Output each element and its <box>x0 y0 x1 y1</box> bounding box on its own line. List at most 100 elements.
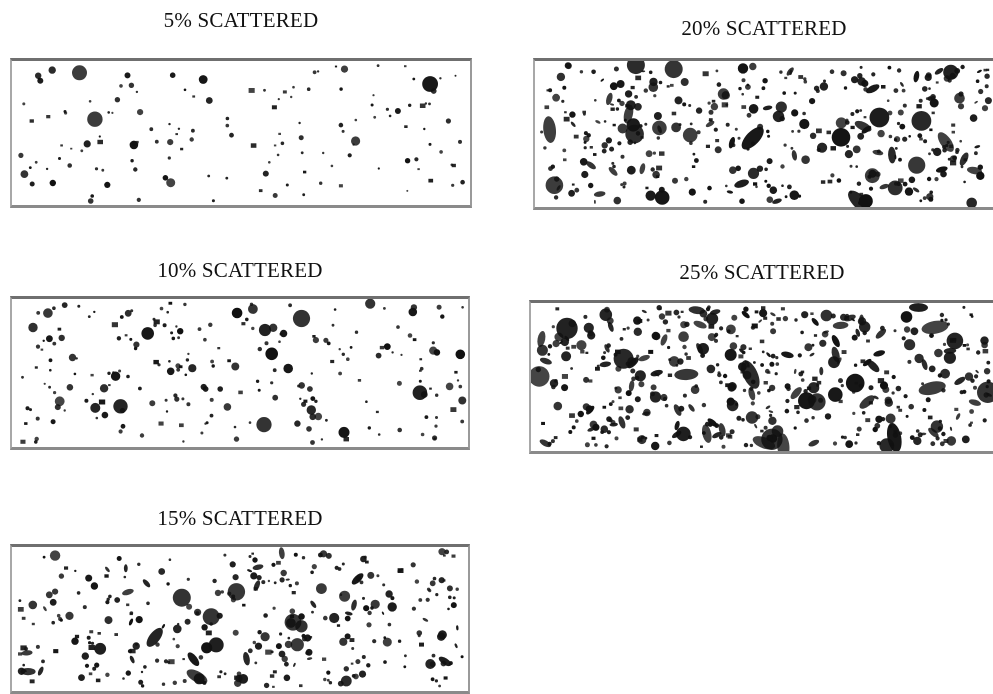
scatter-dot <box>306 426 312 432</box>
scatter-dot <box>424 102 428 105</box>
scatter-dot <box>350 662 354 665</box>
scatter-dot <box>737 136 741 140</box>
scatter-dot <box>231 362 240 371</box>
scatter-dot <box>377 433 381 436</box>
scatter-dot <box>940 170 947 178</box>
scatter-dot <box>588 379 593 383</box>
scatter-dot <box>610 107 615 111</box>
scatter-dot <box>108 594 112 599</box>
scatter-dot <box>891 374 896 380</box>
scatter-dot <box>418 598 423 602</box>
scatter-dot <box>95 416 99 420</box>
scatter-dot <box>311 564 317 570</box>
scatter-dot <box>188 364 197 373</box>
scatter-dot <box>450 163 454 167</box>
scatter-dot <box>425 597 430 602</box>
scatter-dot <box>673 404 682 416</box>
scatter-dot <box>180 147 184 151</box>
scatter-dot <box>120 423 126 429</box>
scatter-dot <box>922 196 927 201</box>
scatter-dot <box>645 190 656 201</box>
scatter-dot <box>94 167 99 171</box>
scatter-dot <box>84 398 89 403</box>
scatter-dot <box>828 387 843 402</box>
scatter-dot <box>390 596 395 601</box>
scatter-dot <box>448 595 452 600</box>
scatter-dot <box>71 637 79 645</box>
scatter-dot <box>648 349 654 354</box>
scatter-dot <box>954 68 961 74</box>
scatter-dot <box>18 152 24 158</box>
scatter-dot <box>404 65 407 68</box>
scatter-dot <box>575 419 579 423</box>
scatter-dot <box>813 334 818 337</box>
scatter-dot <box>82 605 87 610</box>
scatter-dot <box>278 340 281 343</box>
scatter-dot <box>887 110 893 116</box>
scatter-dot <box>273 144 277 147</box>
scatter-dot <box>248 304 258 314</box>
scatter-dot <box>187 652 200 666</box>
scatter-dot <box>595 366 600 371</box>
scatter-dot <box>760 429 764 433</box>
scatter-dot <box>49 368 52 372</box>
scatter-dot <box>715 69 719 73</box>
scatter-dot <box>310 600 317 608</box>
scatter-dot <box>775 101 787 113</box>
scatter-dot <box>442 579 446 582</box>
scatter-dot <box>98 399 106 405</box>
scatter-dot <box>556 317 578 340</box>
scatter-dot <box>322 151 325 155</box>
scatter-dot <box>185 358 190 362</box>
scatter-dot <box>935 81 939 84</box>
scatter-dot <box>28 166 32 169</box>
scatter-dot <box>562 148 567 153</box>
scatter-dot <box>451 183 455 187</box>
scatter-dot <box>49 179 56 187</box>
scatter-dot <box>916 104 922 109</box>
scatter-dot <box>316 70 320 73</box>
scatter-dot <box>133 341 140 348</box>
scatter-dot <box>668 356 680 367</box>
scatter-dot <box>815 89 820 93</box>
scatter-dot <box>330 164 334 168</box>
scatter-dot <box>370 606 374 610</box>
scatter-dot <box>217 675 221 679</box>
scatter-dot <box>349 346 353 349</box>
scatter-dot <box>657 125 662 134</box>
scatter-dot <box>604 344 610 353</box>
scatter-dot <box>908 135 911 138</box>
scatter-dot <box>251 326 255 331</box>
scatter-dot <box>817 142 828 153</box>
scatter-dot <box>363 555 367 559</box>
scatter-dot <box>189 137 194 142</box>
scatter-dot <box>46 335 53 343</box>
scatter-dot <box>362 596 365 600</box>
scatter-dot <box>921 382 925 386</box>
scatter-dot <box>584 442 590 448</box>
scatter-dot <box>406 189 409 192</box>
scatter-dot <box>832 441 838 446</box>
scatter-dot <box>339 590 351 602</box>
scatter-dot <box>662 319 669 325</box>
scatter-dot <box>741 78 746 83</box>
scatter-dot <box>763 316 768 320</box>
scatter-dot <box>898 178 904 183</box>
scatter-dot <box>325 552 332 559</box>
scatter-dot <box>803 77 807 81</box>
scatter-dot <box>24 422 28 425</box>
scatter-dot <box>625 390 632 397</box>
scatter-dot <box>426 587 431 591</box>
scatter-dot <box>648 70 653 75</box>
scatter-dot <box>138 386 142 391</box>
scatter-dot <box>325 418 328 422</box>
scatter-dot <box>35 644 40 649</box>
scatter-dot <box>175 325 178 328</box>
scatter-dot <box>258 189 263 193</box>
scatter-dot <box>52 588 59 595</box>
scatter-dot <box>48 358 53 363</box>
scatter-dot <box>582 110 586 114</box>
scatter-dot <box>585 405 595 415</box>
scatter-dot <box>416 630 423 636</box>
scatter-dot <box>840 384 844 388</box>
